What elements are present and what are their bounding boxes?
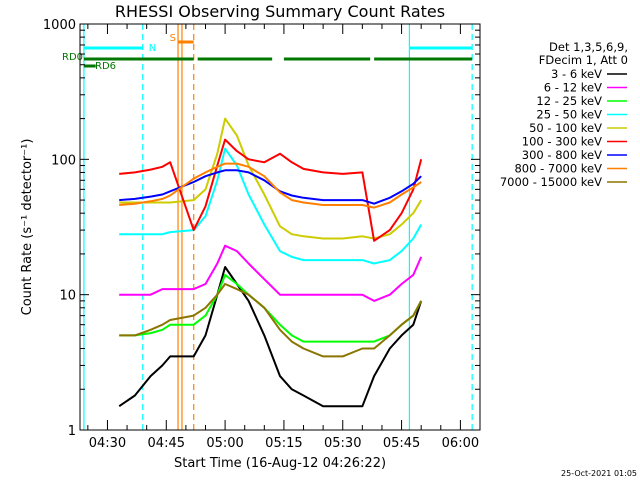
x-tick-label: 05:00: [206, 436, 243, 451]
series-layer: [118, 117, 423, 408]
x-tick-label: 05:15: [265, 436, 302, 451]
timestamp: 25-Oct-2021 01:05: [561, 469, 637, 478]
series-line-3: [119, 147, 423, 265]
plot-area: N S RD0 RD6: [62, 23, 481, 431]
series-line-7: [119, 162, 422, 209]
flag-label-rd6: RD6: [95, 61, 116, 72]
y-axis-label: Count Rate (s⁻¹ detector⁻¹): [20, 139, 35, 316]
y-tick-label: 1: [68, 424, 76, 439]
x-tick-label: 05:45: [383, 436, 420, 451]
legend-label-3: 25 - 50 keV: [536, 108, 602, 122]
x-tick-label: 04:30: [89, 436, 126, 451]
y-axis-ticks: 1 10 100 1000: [43, 18, 480, 439]
x-axis-ticks: 04:30 04:45 05:00 05:15 05:30 05:45 06:00: [87, 24, 481, 451]
y-tick-label: 1000: [43, 18, 76, 33]
legend-label-8: 7000 - 15000 keV: [500, 175, 602, 189]
x-tick-label: 05:30: [324, 436, 361, 451]
flag-label-rd0: RD0: [62, 52, 83, 63]
y-tick-label: 100: [51, 153, 76, 168]
flag-bars: N S RD0 RD6: [62, 33, 473, 72]
legend-label-6: 300 - 800 keV: [522, 148, 602, 162]
flag-label-n: N: [149, 43, 156, 54]
x-tick-label: 04:45: [148, 436, 185, 451]
series-line-1: [119, 244, 423, 302]
x-axis-label: Start Time (16-Aug-12 04:26:22): [174, 456, 386, 471]
legend-label-5: 100 - 300 keV: [522, 135, 602, 149]
series-line-0: [118, 266, 423, 408]
legend-label-0: 3 - 6 keV: [551, 67, 602, 81]
chart-title: RHESSI Observing Summary Count Rates: [115, 2, 445, 21]
legend: Det 1,3,5,6,9, FDecim 1, Att 0 3 - 6 keV…: [500, 40, 628, 189]
series-line-6: [119, 169, 422, 205]
legend-label-7: 800 - 7000 keV: [514, 162, 602, 176]
legend-label-2: 12 - 25 keV: [536, 94, 602, 108]
legend-label-1: 6 - 12 keV: [544, 81, 602, 95]
legend-info-decim: FDecim 1, Att 0: [539, 53, 628, 67]
series-line-5: [119, 138, 423, 242]
legend-info-detectors: Det 1,3,5,6,9,: [549, 40, 628, 54]
x-tick-label: 06:00: [442, 436, 479, 451]
flag-label-s: S: [170, 33, 176, 44]
vertical-markers: [83, 24, 473, 430]
legend-label-4: 50 - 100 keV: [529, 121, 602, 135]
plot-frame: [79, 23, 481, 431]
y-tick-label: 10: [59, 289, 76, 304]
series-line-8: [119, 283, 423, 358]
